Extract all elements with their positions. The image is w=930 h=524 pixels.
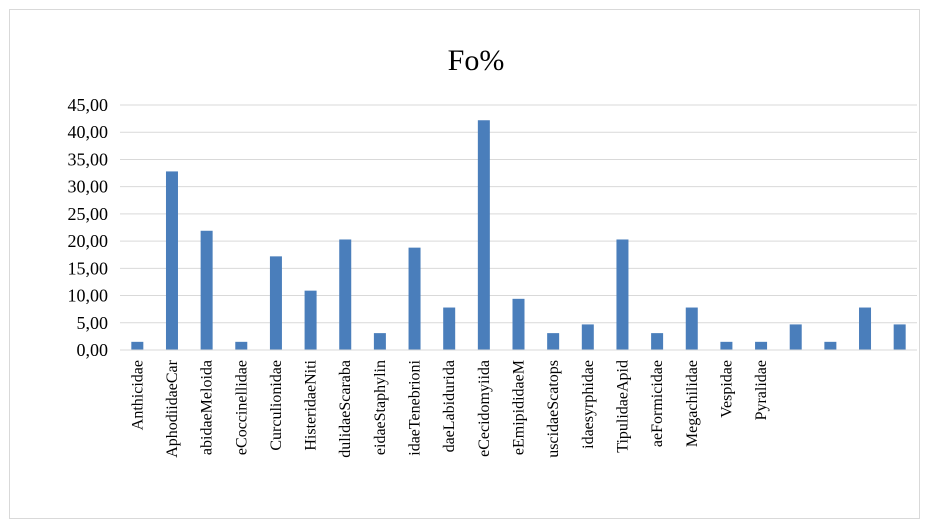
x-category-label: Megachilidae xyxy=(684,360,701,447)
y-tick-label: 40,00 xyxy=(68,122,109,142)
bar xyxy=(339,239,352,350)
x-category-label: idaesyrphidae xyxy=(580,360,597,449)
bar xyxy=(547,333,560,350)
x-category-label: eidaeStaphylin xyxy=(372,360,389,455)
bar xyxy=(581,324,594,350)
x-category-label: HisteridaeNiti xyxy=(303,359,320,450)
bar xyxy=(685,307,698,350)
x-category-label: eCoccinellidae xyxy=(233,360,250,455)
x-category-label: AphodiidaeCar xyxy=(164,359,181,457)
y-tick-label: 15,00 xyxy=(68,258,109,278)
bar xyxy=(720,341,733,350)
bar-chart: Fo% 0,00 5,00 10,00 15,00 20,00 25,00 30,00 35,… xyxy=(68,44,917,458)
y-tick-label: 25,00 xyxy=(68,204,109,224)
bar xyxy=(651,333,664,350)
bar xyxy=(893,324,906,350)
x-category-label: Pyralidae xyxy=(753,360,770,420)
bar xyxy=(235,341,248,350)
x-axis-labels: Anthicidae AphodiidaeCar abidaeMeloida eCoc… xyxy=(129,359,770,457)
bars xyxy=(131,120,906,350)
x-category-label: daeLabidurida xyxy=(441,360,458,452)
bar xyxy=(131,341,144,350)
chart-title: Fo% xyxy=(448,44,505,77)
x-category-label: idaeTenebrioni xyxy=(407,359,424,455)
bar xyxy=(616,239,629,350)
x-category-label: abidaeMeloida xyxy=(199,360,216,455)
x-category-label: Curculionidae xyxy=(268,360,285,451)
bar xyxy=(269,256,282,350)
y-tick-label: 30,00 xyxy=(68,177,109,197)
y-axis-ticks: 0,00 5,00 10,00 15,00 20,00 25,00 30,00 35,00 40… xyxy=(68,95,109,360)
bar xyxy=(512,298,525,350)
bar xyxy=(373,333,386,350)
bar xyxy=(443,307,456,350)
y-tick-label: 45,00 xyxy=(68,95,109,115)
bar xyxy=(165,171,178,350)
bar xyxy=(477,120,490,350)
x-category-label: eEmipididaeM xyxy=(511,360,528,455)
x-category-label: Anthicidae xyxy=(129,360,146,430)
x-category-label: uscidaeScatops xyxy=(545,360,562,458)
x-category-label: TipulidaeApid xyxy=(614,360,631,453)
y-tick-label: 20,00 xyxy=(68,231,109,251)
bar xyxy=(789,324,802,350)
y-tick-label: 10,00 xyxy=(68,286,109,306)
x-category-label: Vespidae xyxy=(718,360,735,418)
bar xyxy=(200,230,213,350)
y-tick-label: 5,00 xyxy=(77,313,109,333)
gridlines xyxy=(120,104,917,324)
bar xyxy=(755,341,768,350)
bar xyxy=(859,307,872,350)
y-tick-label: 35,00 xyxy=(68,149,109,169)
x-category-label: eCecidomyiida xyxy=(476,360,493,457)
y-tick-label: 0,00 xyxy=(77,340,109,360)
bar xyxy=(824,341,837,350)
bar xyxy=(304,290,317,350)
x-category-label: aeFormicidae xyxy=(649,360,666,447)
x-category-label: dulidaeScaraba xyxy=(337,360,354,458)
chart-frame: Fo% 0,00 5,00 10,00 15,00 20,00 25,00 30,00 35,… xyxy=(9,9,920,519)
bar xyxy=(408,247,421,350)
